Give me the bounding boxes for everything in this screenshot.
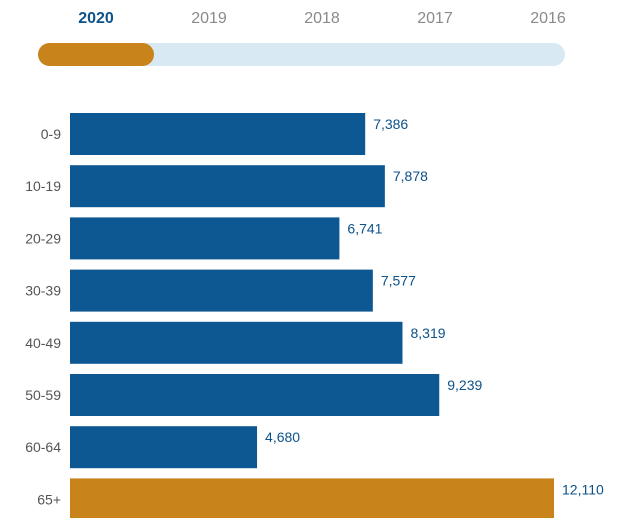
value-label: 12,110: [562, 481, 604, 497]
category-label: 40-49: [25, 335, 61, 351]
year-tab-2016[interactable]: 2016: [530, 10, 566, 27]
bar-60-64[interactable]: [70, 426, 258, 469]
category-label: 60-64: [25, 439, 61, 455]
year-tabs: 2020 2019 2018 2017 2016: [0, 0, 629, 40]
value-label: 7,386: [373, 116, 408, 132]
bar-50-59[interactable]: [70, 374, 440, 416]
slider-thumb[interactable]: [38, 43, 154, 66]
year-tab-2018[interactable]: 2018: [304, 10, 340, 27]
category-label: 0-9: [41, 126, 61, 142]
year-slider[interactable]: [38, 43, 565, 66]
slider-track[interactable]: [38, 43, 565, 66]
value-label: 7,577: [381, 273, 416, 289]
category-label: 50-59: [25, 387, 61, 403]
year-tab-2017[interactable]: 2017: [417, 10, 453, 27]
bar-30-39[interactable]: [70, 269, 373, 312]
value-label: 7,878: [393, 168, 428, 184]
bar-20-29[interactable]: [70, 217, 340, 260]
value-label: 9,239: [447, 377, 482, 393]
category-label: 10-19: [25, 178, 61, 194]
category-label: 30-39: [25, 283, 61, 299]
bar-40-49[interactable]: [70, 321, 403, 364]
year-tab-2019[interactable]: 2019: [191, 10, 227, 27]
value-label: 8,319: [410, 325, 445, 341]
category-label: 20-29: [25, 230, 61, 246]
value-label: 4,680: [265, 429, 300, 445]
category-label: 65+: [37, 491, 61, 507]
bar-0-9[interactable]: [70, 113, 366, 155]
value-label: 6,741: [347, 220, 382, 236]
bar-65+[interactable]: [70, 478, 554, 518]
year-tab-2020[interactable]: 2020: [78, 10, 114, 27]
bar-10-19[interactable]: [70, 165, 385, 208]
